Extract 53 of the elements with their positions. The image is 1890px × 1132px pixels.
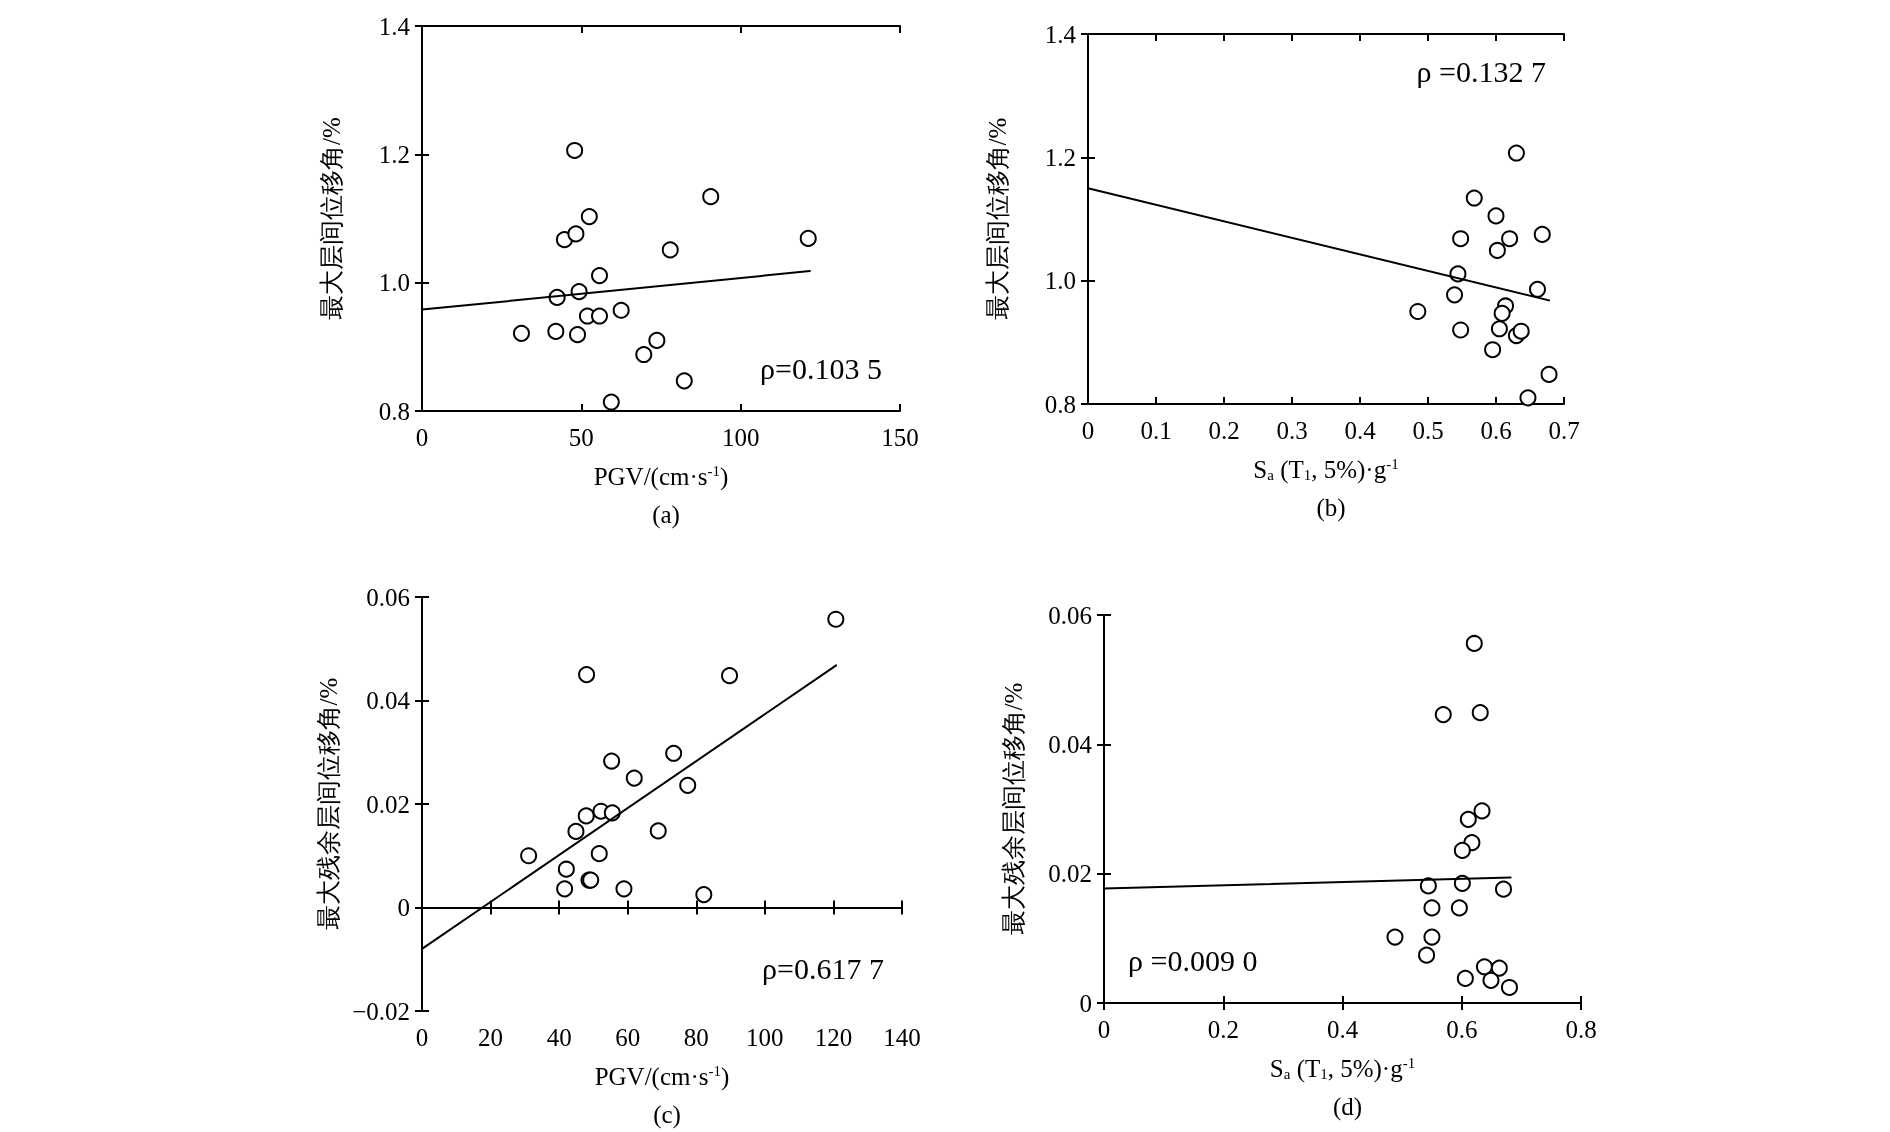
y-tick-label: 0 xyxy=(397,894,410,921)
x-tick-label: 0.3 xyxy=(1276,417,1308,444)
x-tick-label: 80 xyxy=(683,1024,709,1051)
x-tick-label: 140 xyxy=(883,1024,921,1051)
x-tick-label: 120 xyxy=(814,1024,853,1051)
y-axis-title: 最大残余层间位移角/% xyxy=(315,677,343,931)
y-tick-label: 0.06 xyxy=(1048,601,1092,629)
text: (c) xyxy=(653,1101,681,1129)
y-tick-label: 0.04 xyxy=(1048,730,1093,758)
x-tick-label: 0 xyxy=(1097,1016,1111,1043)
annotation: ρ =0.132 7 xyxy=(1416,54,1546,88)
y-tick-label: 0 xyxy=(1079,989,1092,1017)
x-tick-label: 0.2 xyxy=(1207,1016,1239,1043)
x-tick-label: 60 xyxy=(615,1024,641,1051)
text: (a) xyxy=(652,501,680,529)
text: (d) xyxy=(1332,1093,1363,1121)
y-tick-label: 1.0 xyxy=(378,269,410,297)
x-tick-label: 0 xyxy=(415,424,429,451)
x-tick-label: 0.1 xyxy=(1140,417,1172,444)
x-tick-label: 50 xyxy=(568,424,594,451)
y-tick-label: 1.2 xyxy=(1044,143,1076,171)
y-tick-label: 0.04 xyxy=(366,687,411,714)
x-tick-label: 0.7 xyxy=(1548,417,1580,444)
x-tick-label: 0.2 xyxy=(1208,417,1240,444)
y-tick-label: 1.4 xyxy=(1044,20,1077,48)
annotation: ρ =0.009 0 xyxy=(1128,943,1258,977)
x-tick-label: 150 xyxy=(881,424,919,451)
x-tick-label: 100 xyxy=(746,1024,784,1051)
x-tick-label: 0.4 xyxy=(1326,1016,1359,1043)
x-tick-label: 0.8 xyxy=(1565,1016,1597,1043)
y-tick-label: 0.8 xyxy=(378,397,410,425)
y-tick-label: 0.06 xyxy=(366,583,410,611)
y-axis-title: 最大层间位移角/% xyxy=(984,117,1011,321)
y-axis-title: 最大残余层间位移角/% xyxy=(1000,682,1027,936)
x-tick-label: 0 xyxy=(415,1024,429,1051)
text: (b) xyxy=(1316,494,1346,522)
x-tick-label: 40 xyxy=(546,1024,572,1051)
y-tick-label: 0.02 xyxy=(1048,860,1092,888)
x-tick-label: 20 xyxy=(478,1024,504,1051)
x-tick-label: 0.6 xyxy=(1480,417,1512,444)
annotation: ρ=0.617 7 xyxy=(762,951,884,985)
y-tick-label: 0.8 xyxy=(1044,390,1076,418)
y-tick-label: 1.0 xyxy=(1044,267,1076,295)
y-tick-label: −0.02 xyxy=(352,997,410,1025)
x-tick-label: 100 xyxy=(721,424,760,451)
y-tick-label: 0.02 xyxy=(366,790,410,818)
y-axis-title: 最大层间位移角/% xyxy=(318,117,345,320)
annotation: ρ=0.103 5 xyxy=(760,351,882,385)
y-tick-label: 1.2 xyxy=(378,140,410,168)
x-tick-label: 0.4 xyxy=(1344,417,1377,444)
x-tick-label: 0.5 xyxy=(1412,417,1444,444)
x-tick-label: 0.6 xyxy=(1446,1016,1478,1043)
y-tick-label: 1.4 xyxy=(378,12,411,40)
